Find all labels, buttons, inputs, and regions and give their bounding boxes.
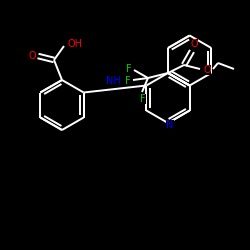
Text: O: O <box>190 39 198 49</box>
Text: F: F <box>126 64 132 74</box>
Text: F: F <box>125 76 131 86</box>
Text: O: O <box>28 51 36 61</box>
Text: F: F <box>140 94 146 104</box>
Text: N: N <box>166 120 174 130</box>
Text: NH: NH <box>106 76 120 86</box>
Text: O: O <box>203 65 211 75</box>
Text: OH: OH <box>68 39 82 49</box>
